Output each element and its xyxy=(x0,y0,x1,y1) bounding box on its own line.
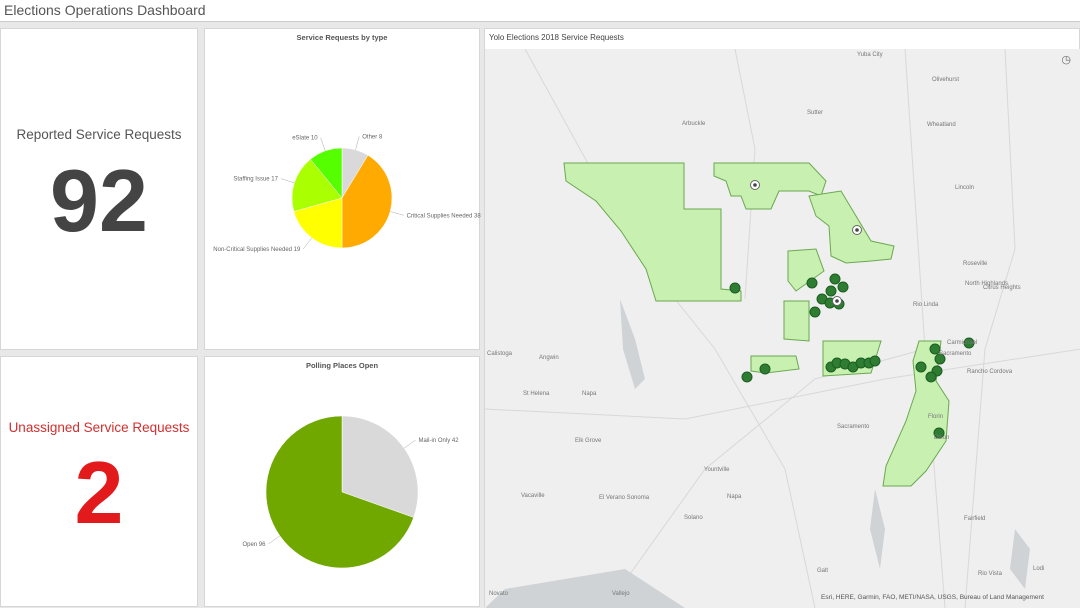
place-label: Calistoga xyxy=(487,351,513,357)
chart-title: Polling Places Open xyxy=(305,361,379,370)
place-label: Rio Linda xyxy=(913,302,939,308)
place-label: Carmichael xyxy=(947,340,977,346)
leader-line xyxy=(355,136,360,150)
map-marker[interactable] xyxy=(809,306,821,318)
place-label: Sutter xyxy=(807,110,823,116)
place-label: Wheatland xyxy=(927,122,956,128)
map-marker[interactable] xyxy=(933,427,945,439)
reported-requests-indicator: Reported Service Requests 92 xyxy=(0,28,198,350)
map-marker[interactable] xyxy=(925,371,937,383)
place-label: Sacramento xyxy=(939,351,972,357)
place-label: Olivehurst xyxy=(932,77,959,83)
leader-line xyxy=(320,137,326,151)
slice-label: Mail-in Only 42 xyxy=(419,438,460,444)
place-label: Rancho Cordova xyxy=(967,369,1013,375)
leader-line xyxy=(280,178,295,184)
leader-line xyxy=(390,211,404,216)
place-label: Napa xyxy=(582,391,597,397)
place-label: Citrus Heights xyxy=(983,285,1021,291)
map-marker[interactable] xyxy=(963,337,975,349)
place-label: St Helena xyxy=(523,391,550,397)
place-label: Solano xyxy=(684,515,703,521)
pie-slice[interactable] xyxy=(341,415,419,518)
chart-title: Service Requests by type xyxy=(296,33,388,42)
leader-line xyxy=(303,237,312,250)
map-marker[interactable] xyxy=(829,273,841,285)
map-marker[interactable] xyxy=(837,281,849,293)
map-marker[interactable] xyxy=(759,363,771,375)
indicator-value: 2 xyxy=(74,443,124,542)
slice-label: Critical Supplies Needed 38 xyxy=(407,213,481,219)
map-panel: Yolo Elections 2018 Service Requests Yub… xyxy=(484,28,1080,608)
polling-places-pie: Mail-in Only 42 Open 96 xyxy=(242,415,460,569)
pie-slice[interactable] xyxy=(265,415,414,569)
map-marker-dot xyxy=(753,183,757,187)
dashboard-title: Elections Operations Dashboard xyxy=(4,2,206,18)
map-marker[interactable] xyxy=(929,343,941,355)
place-label: Napa xyxy=(727,494,742,500)
map-marker[interactable] xyxy=(806,277,818,289)
map-marker[interactable] xyxy=(869,355,881,367)
place-label: Yuba City xyxy=(857,52,883,58)
leader-line xyxy=(403,439,416,449)
map-marker[interactable] xyxy=(915,361,927,373)
map-marker-dot xyxy=(835,299,839,303)
place-label: Roseville xyxy=(963,261,988,267)
place-label: Elk Grove xyxy=(575,438,602,444)
map-marker[interactable] xyxy=(741,371,753,383)
map-marker[interactable] xyxy=(825,285,837,297)
service-requests-pie: Other 8 Critical Supplies Needed 38 Non-Cr… xyxy=(213,134,481,253)
place-label: Galt xyxy=(817,568,828,574)
place-label: Sacramento xyxy=(837,424,870,430)
map-marker[interactable] xyxy=(729,282,741,294)
place-label: Vallejo xyxy=(612,591,630,597)
pie-slice[interactable] xyxy=(341,154,393,249)
map-view[interactable]: Yuba City Olivehurst Arbuckle Sutter Wheatla… xyxy=(485,49,1080,608)
place-label: Fairfield xyxy=(964,516,985,522)
place-label: Lodi xyxy=(1033,566,1044,572)
dashboard-header: Elections Operations Dashboard xyxy=(0,0,1080,22)
service-requests-pie-panel: Service Requests by type Other 8 Critical… xyxy=(204,28,481,350)
place-label: Lincoln xyxy=(955,185,974,191)
place-label: Dixon xyxy=(934,435,949,441)
place-label: Vacaville xyxy=(521,493,545,499)
leader-line xyxy=(268,535,281,545)
bookmark-icon[interactable]: ◷ xyxy=(1061,54,1071,66)
place-label: North Highlands xyxy=(965,281,1008,287)
unassigned-requests-indicator: Unassigned Service Requests 2 xyxy=(0,356,198,607)
place-label: El Verano Sonoma xyxy=(599,495,650,501)
slice-label: Open 96 xyxy=(242,542,266,548)
map-marker[interactable] xyxy=(934,353,946,365)
map-attribution: Esri, HERE, Garmin, FAO, METI/NASA, USGS… xyxy=(821,594,1044,601)
slice-label: Staffing Issue 17 xyxy=(233,177,278,183)
place-label: Arbuckle xyxy=(682,121,706,127)
indicator-title: Reported Service Requests xyxy=(16,127,182,142)
slice-label: eSlate 10 xyxy=(292,136,318,142)
indicator-value: 92 xyxy=(50,151,148,250)
indicator-title: Unassigned Service Requests xyxy=(8,420,190,435)
slice-label: Non-Critical Supplies Needed 19 xyxy=(213,247,301,253)
place-label: Yountville xyxy=(704,467,730,473)
place-label: Rio Vista xyxy=(978,571,1003,577)
polling-places-pie-panel: Polling Places Open Mail-in Only 42 Open … xyxy=(204,356,480,607)
map-title: Yolo Elections 2018 Service Requests xyxy=(489,33,624,42)
map-marker-dot xyxy=(855,228,859,232)
slice-label: Other 8 xyxy=(362,134,383,140)
place-label: Angwin xyxy=(539,355,559,361)
place-label: Florin xyxy=(928,414,943,420)
place-label: Novato xyxy=(489,591,509,597)
